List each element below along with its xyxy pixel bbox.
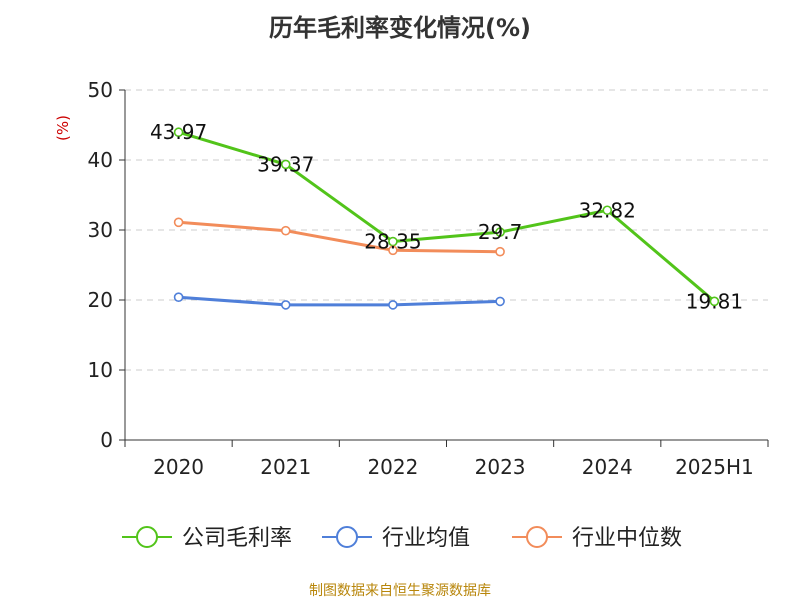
data-point	[388, 300, 398, 310]
legend-label: 公司毛利率	[182, 526, 292, 551]
data-point	[280, 159, 291, 170]
x-tick-label: 2024	[582, 455, 633, 479]
data-point	[388, 245, 398, 256]
series-group	[173, 127, 720, 310]
data-point	[173, 127, 184, 138]
y-axis-unit-label: (%)	[54, 115, 72, 141]
data-label: 39.37	[257, 152, 314, 176]
x-tick-label: 2025H1	[675, 455, 754, 479]
legend-swatch-marker	[136, 526, 158, 548]
x-tick-label: 2021	[260, 455, 311, 479]
series-line	[178, 130, 716, 303]
data-label: 19.81	[686, 289, 743, 313]
data-label: 29.7	[478, 220, 523, 244]
x-tick-label: 2023	[475, 455, 526, 479]
data-point	[495, 246, 505, 257]
data-point	[280, 300, 291, 310]
series-line	[178, 295, 501, 307]
data-label: 28.35	[364, 230, 421, 254]
gridlines	[125, 89, 768, 371]
y-tick-label: 30	[88, 218, 113, 242]
data-point	[280, 225, 291, 236]
axes: 0 10 20 30 40 50 2020 2021 2022 2023 2024 2025H1	[88, 78, 769, 479]
x-tick-label: 2020	[153, 455, 204, 479]
data-point	[495, 296, 505, 307]
legend-swatch-marker	[336, 526, 358, 548]
data-point	[173, 292, 184, 303]
y-tick-label: 40	[88, 148, 113, 172]
legend-label: 行业均值	[382, 526, 470, 551]
source-note: 制图数据来自恒生聚源数据库	[309, 583, 491, 599]
data-point	[709, 296, 720, 307]
data-point	[173, 217, 184, 228]
data-point	[495, 227, 505, 237]
y-tick-label: 20	[88, 288, 113, 312]
series-line	[178, 220, 501, 254]
legend-swatch-marker	[526, 526, 548, 548]
y-tick-label: 50	[88, 78, 113, 102]
data-label: 32.82	[579, 198, 636, 222]
data-point	[602, 205, 613, 216]
legend-label: 行业中位数	[572, 526, 682, 551]
x-tick-label: 2022	[367, 455, 418, 479]
y-tick-label: 0	[100, 428, 113, 452]
data-labels: 43.97 39.37 28.35 29.7 32.82 19.81	[150, 120, 743, 313]
y-tick-label: 10	[88, 358, 113, 382]
chart-title: 历年毛利率变化情况(%)	[269, 14, 531, 42]
data-label: 43.97	[150, 120, 207, 144]
legend: 公司毛利率 行业均值 行业中位数	[122, 526, 682, 551]
